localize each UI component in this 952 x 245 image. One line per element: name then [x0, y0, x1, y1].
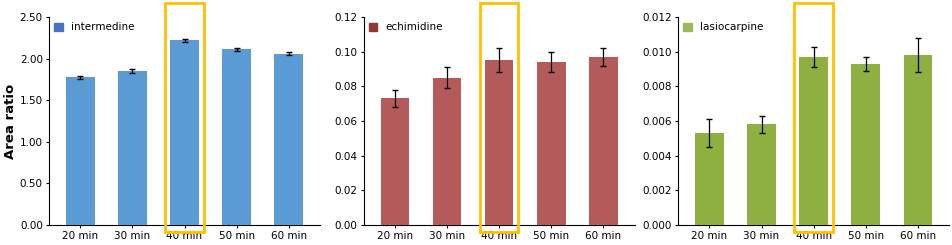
Y-axis label: Area ratio: Area ratio	[4, 83, 17, 159]
Legend: intermedine: intermedine	[52, 20, 136, 34]
Legend: lasiocarpine: lasiocarpine	[681, 20, 764, 34]
Bar	[902, 55, 931, 225]
Bar	[793, 2, 832, 232]
Bar	[118, 71, 147, 225]
Bar	[170, 40, 199, 225]
Bar	[222, 49, 250, 225]
Bar	[432, 78, 461, 225]
Bar	[66, 77, 94, 225]
Bar	[485, 60, 513, 225]
Bar	[746, 124, 775, 225]
Bar	[694, 133, 723, 225]
Legend: echimidine: echimidine	[367, 20, 445, 34]
Bar	[274, 54, 303, 225]
Bar	[588, 57, 617, 225]
Bar	[165, 2, 204, 232]
Bar	[380, 98, 408, 225]
Bar	[536, 62, 565, 225]
Bar	[850, 64, 879, 225]
Bar	[479, 2, 518, 232]
Bar	[799, 57, 827, 225]
